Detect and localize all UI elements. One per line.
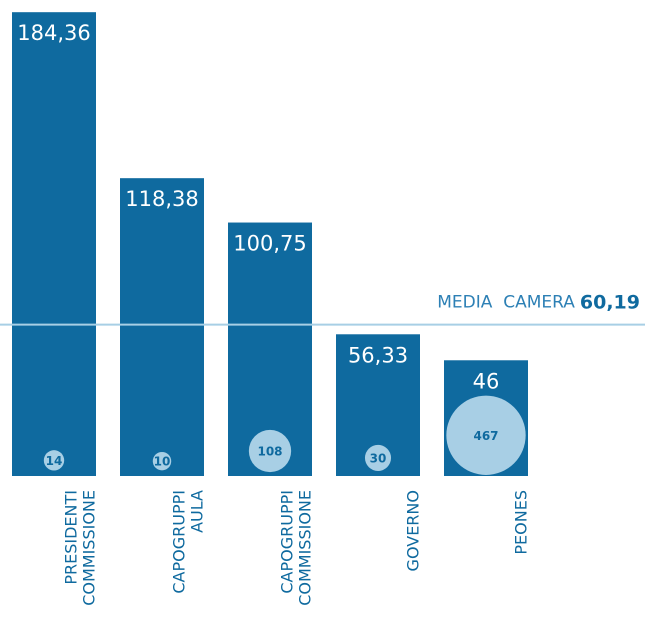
count-label: 30 — [370, 451, 387, 465]
category-label: PEONES — [512, 490, 531, 555]
count-label: 10 — [154, 455, 171, 469]
count-bubble — [43, 450, 65, 471]
bar-value-label: 56,33 — [348, 343, 408, 367]
count-label: 467 — [473, 429, 498, 443]
category-label: COMMISSIONE — [296, 490, 315, 606]
count-label: 108 — [257, 445, 282, 459]
category-label: GOVERNO — [404, 490, 423, 571]
category-label: CAPOGRUPPI — [278, 490, 297, 594]
bar-value-label: 118,38 — [125, 187, 198, 211]
count-bubble — [248, 429, 292, 473]
bar-value-label: 100,75 — [233, 232, 306, 256]
category-label: COMMISSIONE — [80, 490, 99, 606]
bar — [120, 178, 204, 476]
count-bubble — [152, 451, 172, 471]
bar — [12, 12, 96, 476]
bar-value-label: 184,36 — [17, 21, 90, 45]
average-value: 60,19 — [580, 291, 640, 313]
average-label: MEDIA CAMERA 60,19 — [437, 291, 640, 313]
count-bubble — [446, 395, 526, 475]
count-bubble — [364, 444, 392, 471]
category-label: CAPOGRUPPI — [170, 490, 189, 594]
category-label: PRESIDENTI — [62, 490, 81, 585]
count-label: 14 — [46, 454, 63, 468]
category-label: AULA — [188, 490, 207, 533]
average-name: MEDIA CAMERA — [437, 293, 575, 313]
bar-value-label: 46 — [473, 369, 500, 393]
